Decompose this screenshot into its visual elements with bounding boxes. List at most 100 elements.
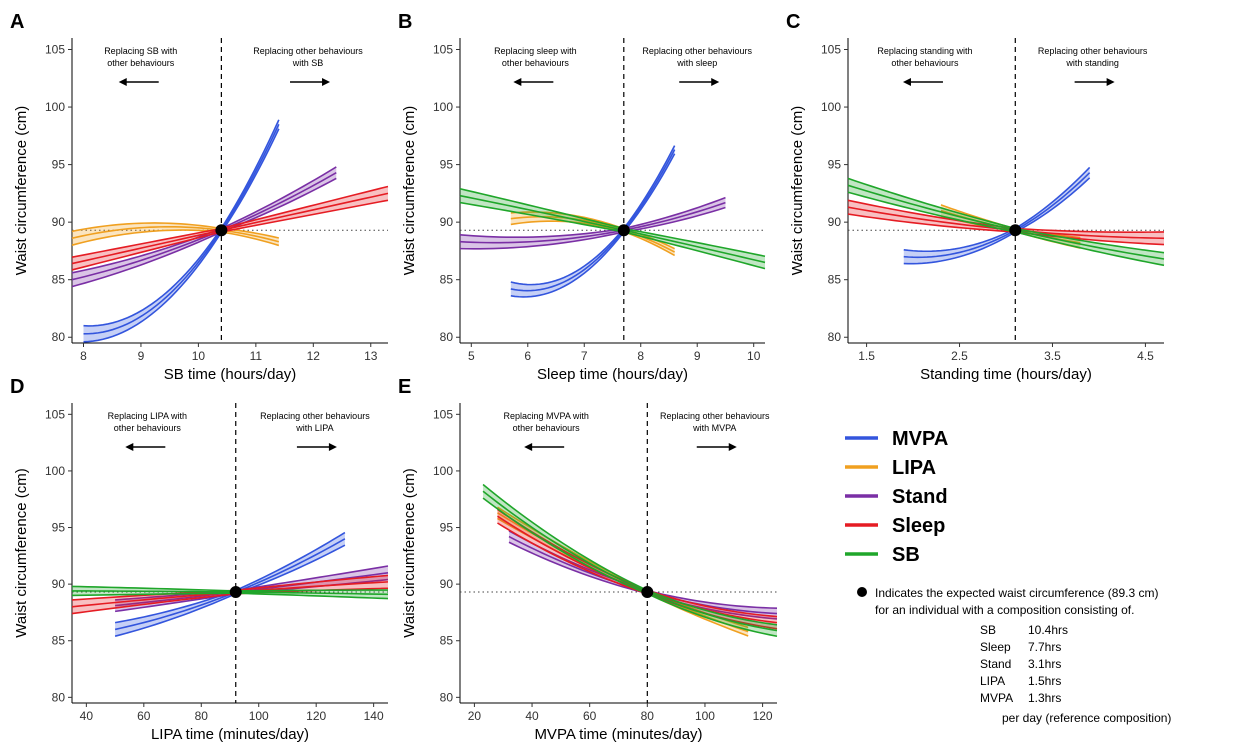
series-lower-line — [482, 497, 778, 638]
y-tick-label: 95 — [52, 521, 66, 535]
composition-label: LIPA — [980, 674, 1005, 688]
reference-point — [1009, 224, 1022, 237]
panel-letter: C — [786, 11, 800, 33]
legend-label-lipa: LIPA — [892, 457, 936, 479]
x-tick-label: 10 — [192, 349, 206, 363]
x-axis-title: Standing time (hours/day) — [920, 366, 1092, 383]
y-tick-label: 105 — [45, 43, 65, 57]
series-lower-line — [847, 191, 1165, 267]
panel-d: D 80 85 90 95 100 105 40 60 80 100 120 140 LIPA time … — [10, 376, 389, 743]
series-ci-ribbon — [848, 200, 1164, 245]
composition-label: SB — [980, 623, 996, 637]
arrow-left-head — [118, 78, 127, 86]
x-tick-label: 9 — [694, 349, 701, 363]
arrow-left-head — [125, 443, 134, 451]
x-tick-label: 6 — [524, 349, 531, 363]
legend-label-stand: Stand — [892, 486, 948, 508]
y-tick-label: 80 — [52, 330, 66, 344]
x-axis-title: LIPA time (minutes/day) — [151, 726, 309, 743]
series-upper-line — [114, 531, 346, 624]
composition-value: 1.3hrs — [1028, 691, 1061, 705]
composition-label: Sleep — [980, 640, 1011, 654]
composition-value: 3.1hrs — [1028, 657, 1061, 671]
y-tick-label: 80 — [828, 330, 842, 344]
y-tick-label: 90 — [52, 215, 66, 229]
x-tick-label: 8 — [637, 349, 644, 363]
annotation-left-text: other behaviours — [891, 58, 959, 68]
panel-e: E 80 85 90 95 100 105 20 40 60 80 100 120 MVPA time (… — [398, 376, 778, 743]
y-tick-label: 90 — [828, 215, 842, 229]
legend-note-line1: Indicates the expected waist circumferen… — [875, 586, 1158, 600]
y-tick-label: 95 — [440, 158, 454, 172]
series-upper-line — [510, 145, 676, 286]
annotation-left-text: other behaviours — [107, 58, 175, 68]
arrow-right-head — [322, 78, 331, 86]
series-line — [903, 172, 1091, 259]
series-line — [510, 149, 676, 292]
series-mvpa — [903, 166, 1091, 265]
annotation-left-text: other behaviours — [114, 423, 182, 433]
series-lower-line — [71, 199, 389, 271]
annotation-left-text: Replacing SB with — [104, 46, 177, 56]
legend-label-sb: SB — [892, 544, 920, 566]
series-upper-line — [71, 222, 280, 239]
x-axis-title: Sleep time (hours/day) — [537, 366, 688, 383]
y-tick-label: 85 — [440, 273, 454, 287]
x-tick-label: 2.5 — [951, 349, 968, 363]
annotation-right-text: with sleep — [676, 58, 717, 68]
x-tick-label: 8 — [80, 349, 87, 363]
annotation-right-text: Replacing other behaviours — [253, 46, 363, 56]
series-upper-line — [847, 177, 1165, 254]
y-tick-label: 105 — [433, 43, 453, 57]
series-stand — [459, 196, 726, 250]
series-ci-ribbon — [848, 178, 1164, 266]
y-tick-label: 80 — [440, 690, 454, 704]
panel-letter: E — [398, 376, 411, 398]
series-upper-line — [71, 166, 337, 274]
legend-label-sleep: Sleep — [892, 515, 945, 537]
y-tick-label: 95 — [440, 521, 454, 535]
series-ci-ribbon — [903, 167, 1090, 264]
series-ci-ribbon — [72, 575, 388, 614]
series-lower-line — [71, 229, 280, 247]
series-line — [482, 490, 778, 632]
x-tick-label: 20 — [468, 709, 482, 723]
y-tick-label: 105 — [433, 407, 453, 421]
y-tick-label: 80 — [52, 690, 66, 704]
panel-letter: A — [10, 11, 24, 33]
series-ci-ribbon — [460, 197, 726, 249]
series-upper-line — [83, 119, 280, 327]
series-lipa — [71, 222, 280, 247]
series-lower-line — [903, 177, 1091, 265]
panel-c: C 80 85 90 95 100 105 1.5 2.5 3.5 4.5 Standing time… — [786, 11, 1165, 383]
x-tick-label: 80 — [195, 709, 209, 723]
y-tick-label: 105 — [821, 43, 841, 57]
y-tick-label: 95 — [52, 158, 66, 172]
legend-note-line2: for an individual with a composition con… — [875, 603, 1134, 617]
x-tick-label: 13 — [364, 349, 378, 363]
arrow-left-head — [902, 78, 911, 86]
y-tick-label: 105 — [45, 407, 65, 421]
y-tick-label: 95 — [828, 158, 842, 172]
x-tick-label: 4.5 — [1137, 349, 1154, 363]
reference-point-symbol — [857, 587, 867, 597]
composition-value: 7.7hrs — [1028, 640, 1061, 654]
x-tick-label: 3.5 — [1044, 349, 1061, 363]
series-lower-line — [847, 213, 1165, 246]
arrow-right-head — [728, 443, 737, 451]
series-lower-line — [83, 128, 280, 343]
series-upper-line — [459, 196, 726, 239]
series-upper-line — [497, 508, 778, 618]
x-tick-label: 5 — [468, 349, 475, 363]
series-line — [71, 225, 280, 243]
annotation-left-text: Replacing sleep with — [494, 46, 577, 56]
series-line — [459, 201, 726, 244]
x-tick-label: 100 — [695, 709, 715, 723]
series-lower-line — [510, 220, 676, 257]
annotation-right-text: Replacing other behaviours — [1038, 46, 1148, 56]
y-tick-label: 100 — [821, 100, 841, 114]
x-tick-label: 60 — [583, 709, 597, 723]
